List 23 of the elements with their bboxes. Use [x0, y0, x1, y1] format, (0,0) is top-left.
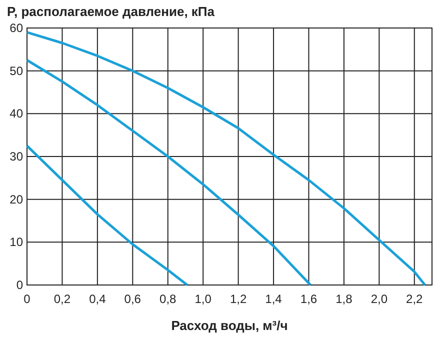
x-tick-label: 1,0	[194, 292, 212, 306]
x-tick-label: 1,8	[336, 292, 353, 306]
y-tick-label: 30	[10, 150, 24, 164]
x-tick-label: 1,6	[300, 292, 318, 306]
line-series	[26, 31, 426, 286]
y-tick-label: 40	[10, 106, 24, 121]
x-tick-label: 0,2	[54, 292, 71, 306]
x-tick-label: 0,8	[160, 292, 177, 306]
y-tick-label: 0	[16, 278, 24, 292]
x-tick-label: 2,2	[406, 292, 424, 306]
line-series	[26, 144, 188, 286]
x-tick-label: 1,2	[230, 292, 247, 306]
y-tick-label: 20	[10, 192, 24, 206]
x-axis-title: Расход воды, м³/ч	[171, 318, 288, 333]
line-series	[26, 58, 312, 286]
x-tick-label: 0,6	[124, 292, 142, 306]
x-tick-label: 2,0	[370, 292, 388, 306]
y-tick-label: 10	[10, 235, 24, 250]
y-tick-label: 50	[10, 64, 24, 78]
y-axis-title: P, располагаемое давление, кПа	[7, 4, 216, 19]
y-tick-label: 60	[10, 21, 24, 35]
x-tick-label: 1,4	[265, 292, 282, 306]
x-tick-label: 0,4	[89, 292, 106, 306]
